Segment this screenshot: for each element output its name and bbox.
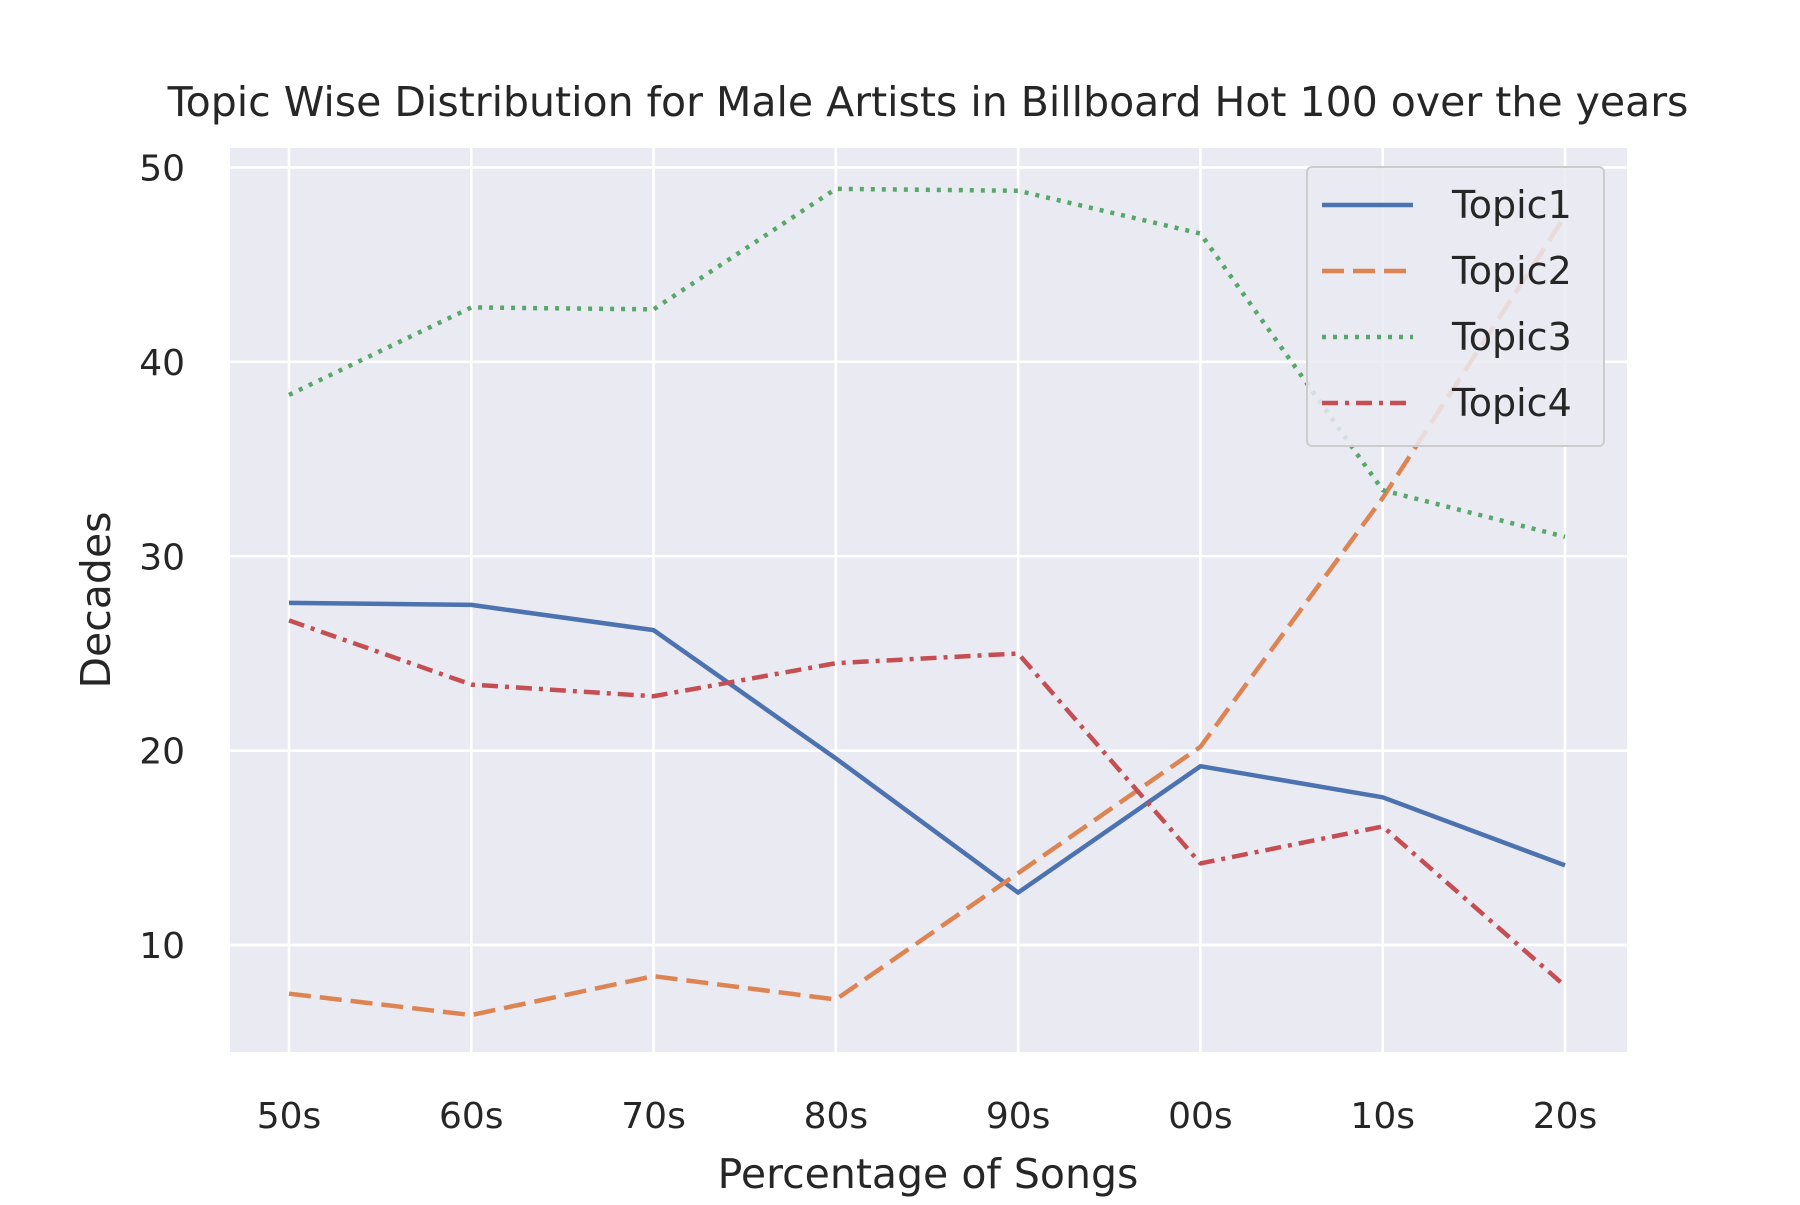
x-tick-label: 20s: [1533, 1096, 1598, 1137]
x-axis-label: Percentage of Songs: [718, 1150, 1139, 1198]
legend-label-topic1: Topic1: [1451, 183, 1572, 227]
legend-label-topic2: Topic2: [1451, 249, 1572, 293]
x-tick-label: 00s: [1168, 1096, 1233, 1137]
x-tick-label: 60s: [439, 1096, 504, 1137]
legend-label-topic4: Topic4: [1451, 381, 1572, 425]
y-tick-label: 30: [139, 537, 185, 578]
legend-label-topic3: Topic3: [1451, 315, 1572, 359]
y-tick-label: 50: [139, 148, 185, 189]
tick-labels: 50s 60s 70s 80s 90s 00s 10s 20s 10 20 30 40 50: [139, 148, 1597, 1137]
series-line-topic2: [288, 214, 1567, 1018]
y-tick-label: 20: [139, 732, 185, 773]
x-tick-label: 90s: [986, 1096, 1051, 1137]
x-tick-label: 10s: [1350, 1096, 1415, 1137]
series-lines: [288, 186, 1567, 1018]
x-tick-label: 80s: [804, 1096, 869, 1137]
legend: Topic1 Topic2 Topic3 Topic4: [1306, 166, 1605, 447]
y-tick-label: 10: [139, 926, 185, 967]
chart-title: Topic Wise Distribution for Male Artists…: [167, 78, 1689, 126]
legend-box: [1306, 166, 1605, 447]
series-line-topic1: [288, 600, 1566, 895]
series-line-topic4: [288, 618, 1567, 988]
series-line-topic3: [288, 186, 1566, 539]
y-tick-label: 40: [139, 343, 185, 384]
y-axis-label: Decades: [72, 511, 120, 688]
x-tick-label: 70s: [621, 1096, 686, 1137]
x-tick-label: 50s: [257, 1096, 322, 1137]
